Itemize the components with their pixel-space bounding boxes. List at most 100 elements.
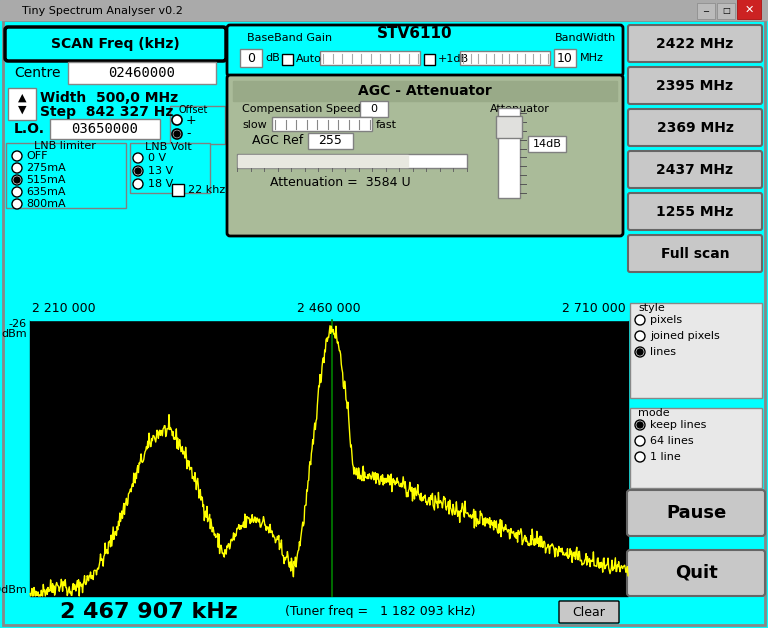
Text: fast: fast bbox=[376, 120, 397, 130]
Text: Clear: Clear bbox=[573, 605, 605, 619]
Text: keep lines: keep lines bbox=[650, 420, 707, 430]
Circle shape bbox=[12, 163, 22, 173]
Bar bbox=[6, 143, 126, 208]
Text: Tiny Spectrum Analyser v0.2: Tiny Spectrum Analyser v0.2 bbox=[22, 6, 183, 16]
Bar bbox=[528, 136, 566, 152]
Text: 03650000: 03650000 bbox=[71, 122, 138, 136]
FancyBboxPatch shape bbox=[628, 67, 762, 104]
Circle shape bbox=[174, 131, 180, 137]
Text: 800mA: 800mA bbox=[26, 199, 65, 209]
Text: 0: 0 bbox=[370, 104, 378, 114]
Bar bbox=[50, 119, 160, 139]
Bar bbox=[360, 101, 388, 117]
Bar bbox=[0, 0, 768, 20]
Text: Step  842 327 Hz: Step 842 327 Hz bbox=[40, 105, 174, 119]
Circle shape bbox=[172, 115, 182, 125]
Text: SCAN Freq (kHz): SCAN Freq (kHz) bbox=[51, 37, 180, 51]
Circle shape bbox=[172, 129, 182, 139]
Circle shape bbox=[635, 436, 645, 446]
Bar bbox=[737, 0, 761, 19]
Bar bbox=[630, 303, 762, 398]
Text: +: + bbox=[186, 114, 197, 126]
Text: 1 line: 1 line bbox=[650, 452, 680, 462]
Text: joined pixels: joined pixels bbox=[650, 331, 720, 341]
FancyBboxPatch shape bbox=[627, 490, 765, 536]
Bar bbox=[697, 3, 715, 19]
Circle shape bbox=[635, 420, 645, 430]
Text: 64 lines: 64 lines bbox=[650, 436, 694, 446]
Bar bbox=[30, 298, 628, 320]
Text: ▼: ▼ bbox=[18, 105, 26, 115]
Text: dBm: dBm bbox=[2, 329, 27, 339]
Text: 2 467 907 kHz: 2 467 907 kHz bbox=[60, 602, 238, 622]
FancyBboxPatch shape bbox=[628, 235, 762, 272]
Text: -90dBm: -90dBm bbox=[0, 585, 27, 595]
Text: 255: 255 bbox=[318, 134, 342, 148]
Circle shape bbox=[637, 349, 643, 355]
Text: Centre: Centre bbox=[14, 66, 61, 80]
Circle shape bbox=[12, 187, 22, 197]
Text: 2 710 000: 2 710 000 bbox=[562, 303, 626, 315]
Bar bbox=[8, 88, 36, 120]
Text: dB: dB bbox=[265, 53, 280, 63]
Bar bbox=[320, 51, 420, 65]
Circle shape bbox=[14, 177, 20, 183]
Text: LNB limiter: LNB limiter bbox=[34, 141, 96, 151]
Text: L.O.: L.O. bbox=[14, 122, 45, 136]
Text: Full scan: Full scan bbox=[660, 247, 730, 261]
Circle shape bbox=[12, 175, 22, 185]
Text: AGC Ref: AGC Ref bbox=[252, 134, 303, 148]
Text: slow: slow bbox=[242, 120, 266, 130]
Text: BandWidth: BandWidth bbox=[555, 33, 616, 43]
Bar bbox=[282, 54, 293, 65]
Bar bbox=[308, 133, 353, 149]
Bar bbox=[424, 54, 435, 65]
Text: Pause: Pause bbox=[666, 504, 726, 522]
Circle shape bbox=[637, 422, 643, 428]
Bar bbox=[554, 49, 576, 67]
Text: 13 V: 13 V bbox=[148, 166, 173, 176]
Bar bbox=[717, 3, 735, 19]
Text: 2437 MHz: 2437 MHz bbox=[657, 163, 733, 176]
Circle shape bbox=[635, 315, 645, 325]
Text: lines: lines bbox=[650, 347, 676, 357]
Text: 275mA: 275mA bbox=[26, 163, 66, 173]
Text: □: □ bbox=[722, 6, 730, 16]
Bar bbox=[496, 116, 522, 138]
Text: 2422 MHz: 2422 MHz bbox=[657, 36, 733, 50]
Bar bbox=[460, 51, 550, 65]
Text: 635mA: 635mA bbox=[26, 187, 65, 197]
Text: LNB Volt: LNB Volt bbox=[144, 142, 191, 152]
Text: Attenuator: Attenuator bbox=[490, 104, 550, 114]
Circle shape bbox=[133, 153, 143, 163]
Text: 02460000: 02460000 bbox=[108, 66, 176, 80]
Bar bbox=[238, 155, 408, 167]
Bar bbox=[630, 408, 762, 488]
Bar bbox=[237, 154, 467, 168]
FancyBboxPatch shape bbox=[5, 27, 226, 61]
Text: ✕: ✕ bbox=[744, 5, 753, 15]
Text: Width  500,0 MHz: Width 500,0 MHz bbox=[40, 91, 178, 105]
Text: 0: 0 bbox=[247, 51, 255, 65]
Text: 14dB: 14dB bbox=[532, 139, 561, 149]
Text: Compensation Speed: Compensation Speed bbox=[242, 104, 361, 114]
Bar bbox=[30, 320, 628, 596]
Circle shape bbox=[635, 452, 645, 462]
Circle shape bbox=[12, 199, 22, 209]
FancyBboxPatch shape bbox=[628, 109, 762, 146]
Circle shape bbox=[133, 166, 143, 176]
Text: -: - bbox=[186, 127, 190, 141]
Text: 1255 MHz: 1255 MHz bbox=[657, 205, 733, 219]
Text: (Tuner freq =   1 182 093 kHz): (Tuner freq = 1 182 093 kHz) bbox=[285, 605, 475, 619]
Text: STV6110: STV6110 bbox=[377, 26, 453, 41]
FancyBboxPatch shape bbox=[628, 151, 762, 188]
FancyBboxPatch shape bbox=[227, 75, 623, 236]
Text: 22 khz: 22 khz bbox=[188, 185, 225, 195]
Circle shape bbox=[133, 179, 143, 189]
FancyBboxPatch shape bbox=[559, 601, 619, 623]
Bar bbox=[233, 81, 617, 101]
FancyBboxPatch shape bbox=[227, 25, 623, 76]
Circle shape bbox=[635, 331, 645, 341]
Bar bbox=[240, 49, 262, 67]
Text: Auto: Auto bbox=[296, 54, 322, 64]
